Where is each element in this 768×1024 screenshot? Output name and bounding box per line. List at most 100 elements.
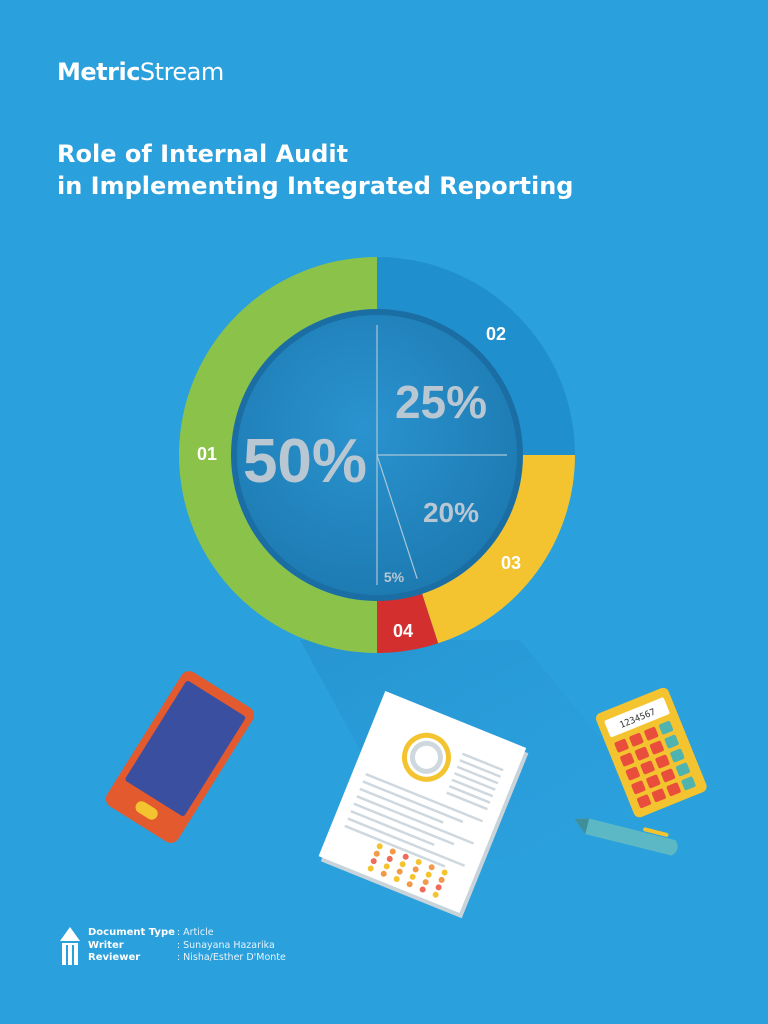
document-dot <box>441 869 448 876</box>
calculator-key <box>651 788 666 803</box>
document-dot <box>415 859 422 866</box>
document-dot <box>393 876 400 883</box>
page-title: Role of Internal Audit in Implementing I… <box>57 138 573 202</box>
value-label-50: 50% <box>243 427 367 496</box>
document-line <box>365 772 484 823</box>
segment-label-01: 01 <box>197 444 217 464</box>
document-text-lines <box>344 752 504 868</box>
calculator-key <box>631 780 646 795</box>
document-dot <box>396 868 403 875</box>
title-line-2: in Implementing Integrated Reporting <box>57 172 574 200</box>
document-dot-chart <box>367 843 448 898</box>
document-line <box>456 765 499 785</box>
calculator-key <box>661 768 676 783</box>
document-dot <box>428 864 435 871</box>
document-dot <box>373 850 380 857</box>
segment-label-04: 04 <box>393 621 413 641</box>
logo-regular-text: Stream <box>139 58 224 86</box>
calculator-display <box>604 697 670 738</box>
document-dot <box>438 876 445 883</box>
document-line <box>350 809 435 847</box>
document-dot <box>376 843 383 850</box>
calculator-key <box>620 752 635 767</box>
document-dot <box>425 871 432 878</box>
pen-illustration <box>574 818 678 856</box>
calculator-key <box>675 762 690 777</box>
document-dot <box>399 861 406 868</box>
document-line <box>356 795 475 845</box>
document-dot <box>402 853 409 860</box>
document-line <box>451 778 494 798</box>
calculator-key <box>625 766 640 781</box>
calculator-key <box>666 782 681 797</box>
document-dot <box>435 884 442 891</box>
writer-value: : Sunayana Hazarika <box>176 939 275 951</box>
document-line <box>454 772 496 791</box>
title-line-1: Role of Internal Audit <box>57 140 349 168</box>
document-line <box>448 785 491 804</box>
writer-row: Writer : Sunayana Hazarika <box>88 940 286 953</box>
document-line <box>459 759 502 778</box>
document-dot <box>409 873 416 880</box>
segment-label-02: 02 <box>486 324 506 344</box>
document-line <box>362 780 464 824</box>
document-line <box>359 787 444 824</box>
reviewer-label: Reviewer <box>88 952 141 963</box>
calculator-key <box>644 726 659 741</box>
calculator-key <box>664 734 679 749</box>
document-dot <box>386 855 393 862</box>
document-info: Document Type : Article Writer : Sunayan… <box>60 927 286 967</box>
calculator-key <box>637 794 652 809</box>
document-dot <box>422 879 429 886</box>
reviewer-value: : Nisha/Esther D'Monte <box>176 952 286 963</box>
document-line <box>344 824 446 868</box>
document-line <box>446 791 488 811</box>
calculator-key <box>670 748 685 763</box>
calculator-key <box>635 746 650 761</box>
document-donut-inner <box>409 740 443 774</box>
document-page <box>318 691 527 914</box>
calculator-illustration: 1234567 <box>595 687 707 818</box>
smartphone-illustration <box>105 671 255 843</box>
pen-tip <box>574 818 590 835</box>
value-label-20: 20% <box>423 497 479 528</box>
document-dot <box>389 848 396 855</box>
report-document-illustration <box>318 691 529 919</box>
calculator-key <box>640 760 655 775</box>
calculator-keys <box>614 720 696 809</box>
phone-home-button <box>135 801 158 820</box>
pen-body <box>574 818 678 856</box>
document-line <box>353 802 455 846</box>
value-label-5: 5% <box>384 569 405 585</box>
calculator-key <box>646 774 661 789</box>
document-info-table: Document Type : Article Writer : Sunayan… <box>88 927 286 965</box>
document-type-value: : Article <box>176 927 214 938</box>
pen-clip <box>643 827 669 837</box>
document-type-label: Document Type <box>88 927 175 938</box>
document-dot <box>383 863 390 870</box>
segment-label-03: 03 <box>501 553 521 573</box>
document-line <box>347 817 466 867</box>
document-dot <box>380 870 387 877</box>
value-label-25: 25% <box>395 376 487 428</box>
calculator-key <box>659 720 674 735</box>
donut-segment-03 <box>417 455 575 644</box>
calculator-key <box>629 732 644 747</box>
divider-line-04 <box>376 454 418 579</box>
reviewer-row: Reviewer : Nisha/Esther D'Monte <box>88 952 286 965</box>
document-dot <box>419 886 426 893</box>
calculator-key <box>649 740 664 755</box>
document-dot <box>432 891 439 898</box>
document-donut-outer <box>401 732 451 782</box>
document-dot <box>370 858 377 865</box>
logo-bold-text: Metric <box>57 58 140 86</box>
metricstream-logo: MetricStream <box>57 58 224 86</box>
phone-screen <box>125 681 246 816</box>
writer-label: Writer <box>88 939 124 951</box>
pencil-icon <box>60 927 80 965</box>
document-type-row: Document Type : Article <box>88 927 286 940</box>
pie-divider-lines <box>376 325 507 585</box>
calculator-key <box>614 738 629 753</box>
document-dot <box>367 865 374 872</box>
